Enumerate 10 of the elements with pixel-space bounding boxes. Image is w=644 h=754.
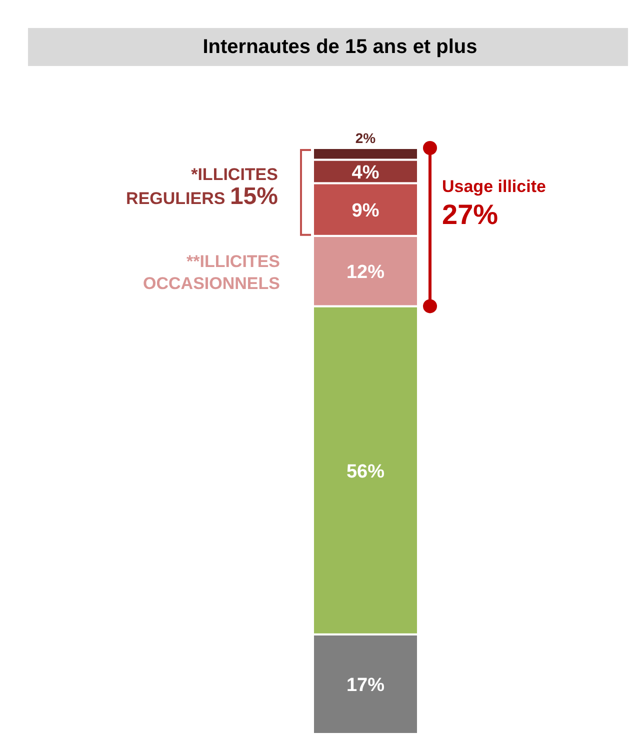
data-label: 12% <box>346 262 385 284</box>
text: Usage illicite 27% <box>442 177 546 230</box>
chart-title: Internautes de 15 ans et plus <box>202 36 478 58</box>
data-label: 2% <box>355 130 376 146</box>
text: *ILLICITES REGULIERS 15% <box>126 164 278 210</box>
data-label: 4% <box>352 162 380 184</box>
data-label: 17% <box>346 675 385 696</box>
data-label: 56% <box>346 461 385 482</box>
data-label: 9% <box>352 200 380 222</box>
text: **ILLICITES OCCASIONNELS <box>143 252 280 294</box>
